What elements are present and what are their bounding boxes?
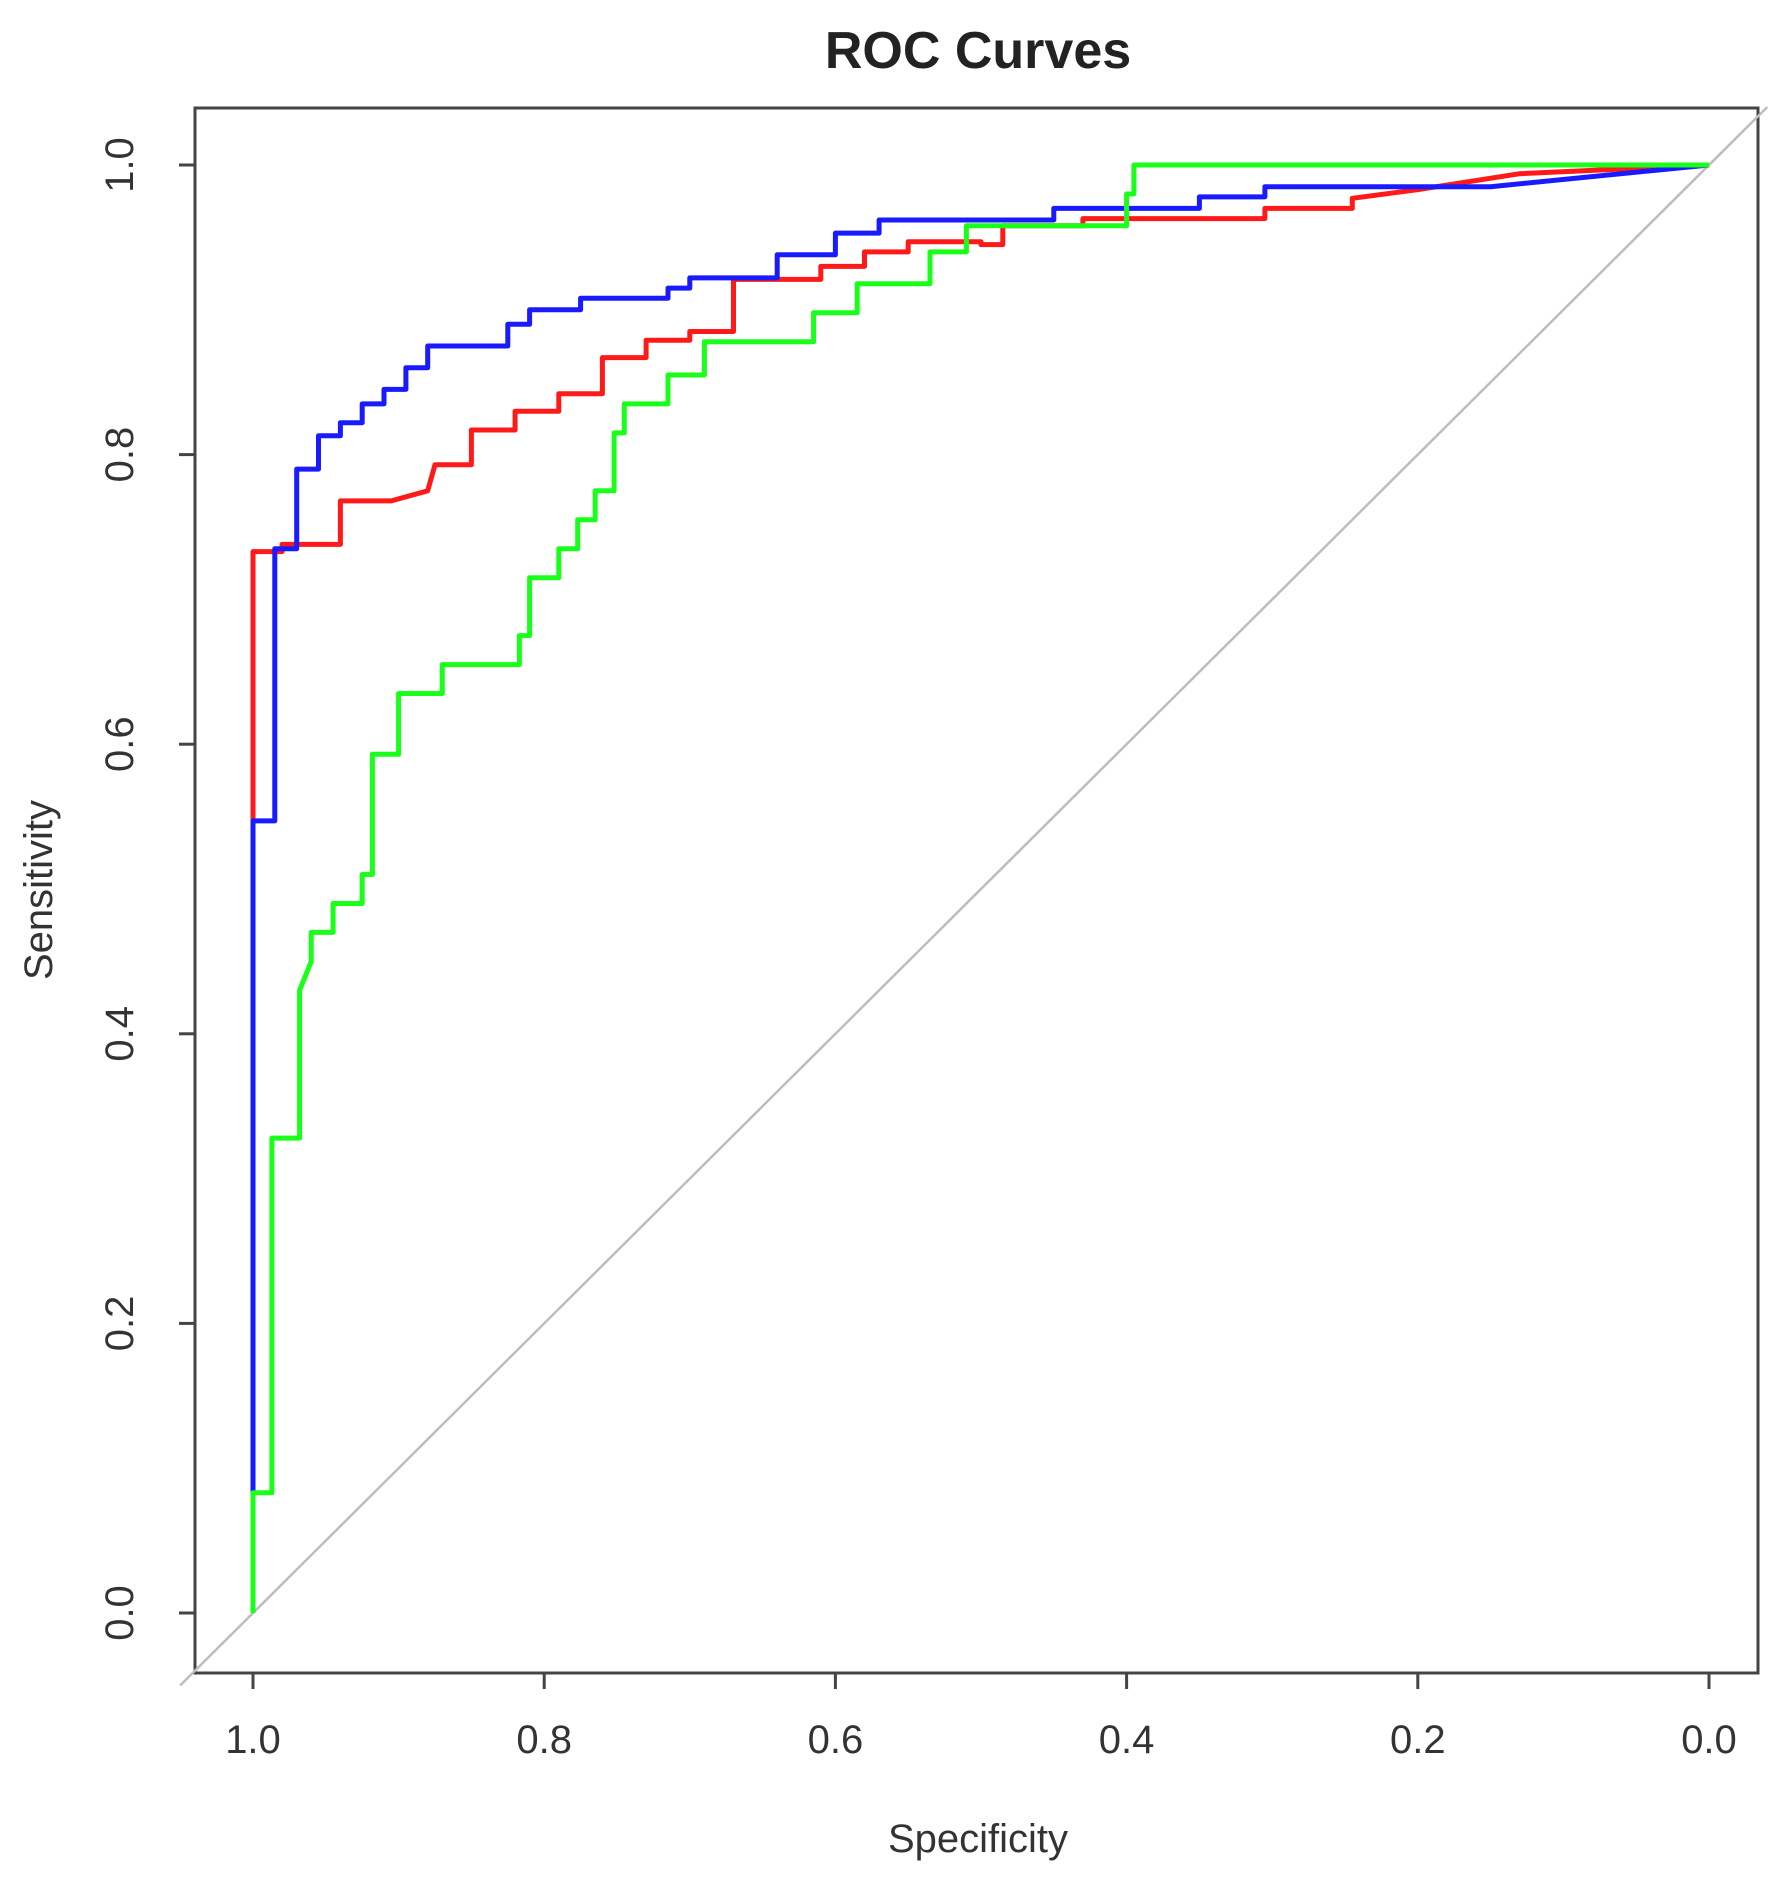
x-tick-label: 0.6	[808, 1718, 864, 1762]
x-tick-label: 0.2	[1390, 1718, 1446, 1762]
reference-diagonal-line	[179, 106, 1769, 1687]
roc-curve-blue	[250, 162, 1710, 1613]
y-tick-label: 1.0	[98, 137, 142, 193]
y-tick-label: 0.0	[98, 1585, 142, 1641]
y-axis-label: Sensitivity	[17, 800, 61, 980]
x-tick-label: 0.0	[1681, 1718, 1737, 1762]
roc-curve-green	[250, 162, 1709, 1613]
y-tick-label: 0.6	[98, 716, 142, 772]
reference-diagonal-layer	[179, 106, 1769, 1687]
x-axis: 1.0 0.8 0.6 0.4 0.2 0.0	[225, 1671, 1737, 1762]
y-tick-label: 0.4	[98, 1006, 142, 1062]
y-tick-label: 0.8	[98, 427, 142, 483]
x-tick-label: 1.0	[225, 1718, 281, 1762]
y-tick-label: 0.2	[98, 1296, 142, 1352]
x-tick-label: 0.8	[516, 1718, 572, 1762]
x-tick-label: 0.4	[1099, 1718, 1155, 1762]
series-layer	[250, 162, 1710, 1613]
x-axis-label: Specificity	[888, 1817, 1068, 1861]
chart-title: ROC Curves	[825, 22, 1131, 80]
y-axis: 0.0 0.2 0.4 0.6 0.8 1.0	[98, 137, 197, 1641]
roc-curve-red	[250, 162, 1710, 1613]
